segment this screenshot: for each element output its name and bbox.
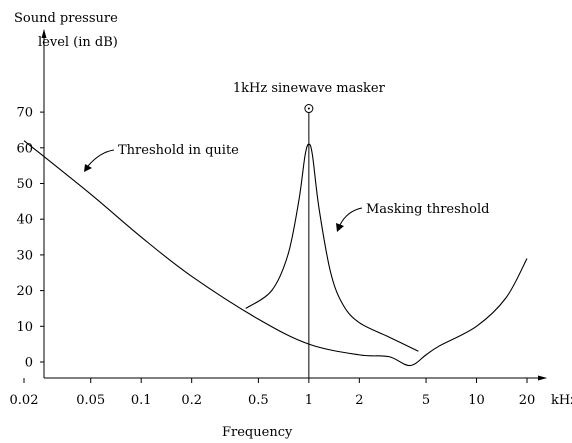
x-tick-label-20: 20 [519,393,536,408]
x-axis [44,375,547,381]
y-axis-arrow [41,29,47,38]
x-tick-label-5: 5 [422,393,430,408]
threshold-in-quiet-curve [23,140,528,367]
x-tick-label-10: 10 [468,393,485,408]
y-tick-label-40: 40 [16,213,33,228]
x-axis-label: Frequency [222,425,293,440]
x-axis-unit: kHz [551,393,572,408]
x-ticks: 0.02 0.05 0.1 0.2 0.5 1 2 5 10 20 [10,378,536,408]
y-tick-label-30: 30 [16,248,33,263]
annotation-masking-threshold: Masking threshold [366,202,489,217]
annotation-threshold-in-quite-leader [87,149,115,167]
masker-marker [304,104,314,114]
y-axis-label-line1: Sound pressure [14,11,118,26]
y-tick-label-20: 20 [16,284,33,299]
y-axis [41,29,47,378]
masking-threshold-curve [245,143,419,352]
y-axis-label-line2: level (in dB) [38,35,118,50]
y-tick-label-50: 50 [16,177,33,192]
masker: 1kHz sinewave masker [233,81,386,378]
y-tick-label-70: 70 [16,106,33,121]
annotation-threshold-in-quite: Threshold in quite [118,143,239,158]
x-tick-label-0.2: 0.2 [181,393,202,408]
y-tick-label-0: 0 [25,356,33,371]
x-tick-label-0.05: 0.05 [76,393,105,408]
masker-label: 1kHz sinewave masker [233,81,386,96]
x-axis-arrow [538,375,547,381]
y-ticks: 0 10 20 30 40 50 60 70 [16,106,44,371]
annotation-masking-threshold-arrowhead [336,223,344,232]
x-tick-label-0.5: 0.5 [248,393,269,408]
annotations: Threshold in quite Masking threshold [84,143,489,232]
x-tick-label-0.02: 0.02 [10,393,39,408]
curves [23,140,528,367]
y-tick-label-10: 10 [16,320,33,335]
x-tick-label-0.1: 0.1 [131,393,152,408]
annotation-masking-threshold-leader [339,207,363,226]
y-tick-label-60: 60 [16,141,33,156]
masker-dot [307,107,310,110]
x-tick-label-1: 1 [305,393,313,408]
x-tick-label-2: 2 [355,393,363,408]
annotation-threshold-in-quite-arrowhead [84,164,92,172]
